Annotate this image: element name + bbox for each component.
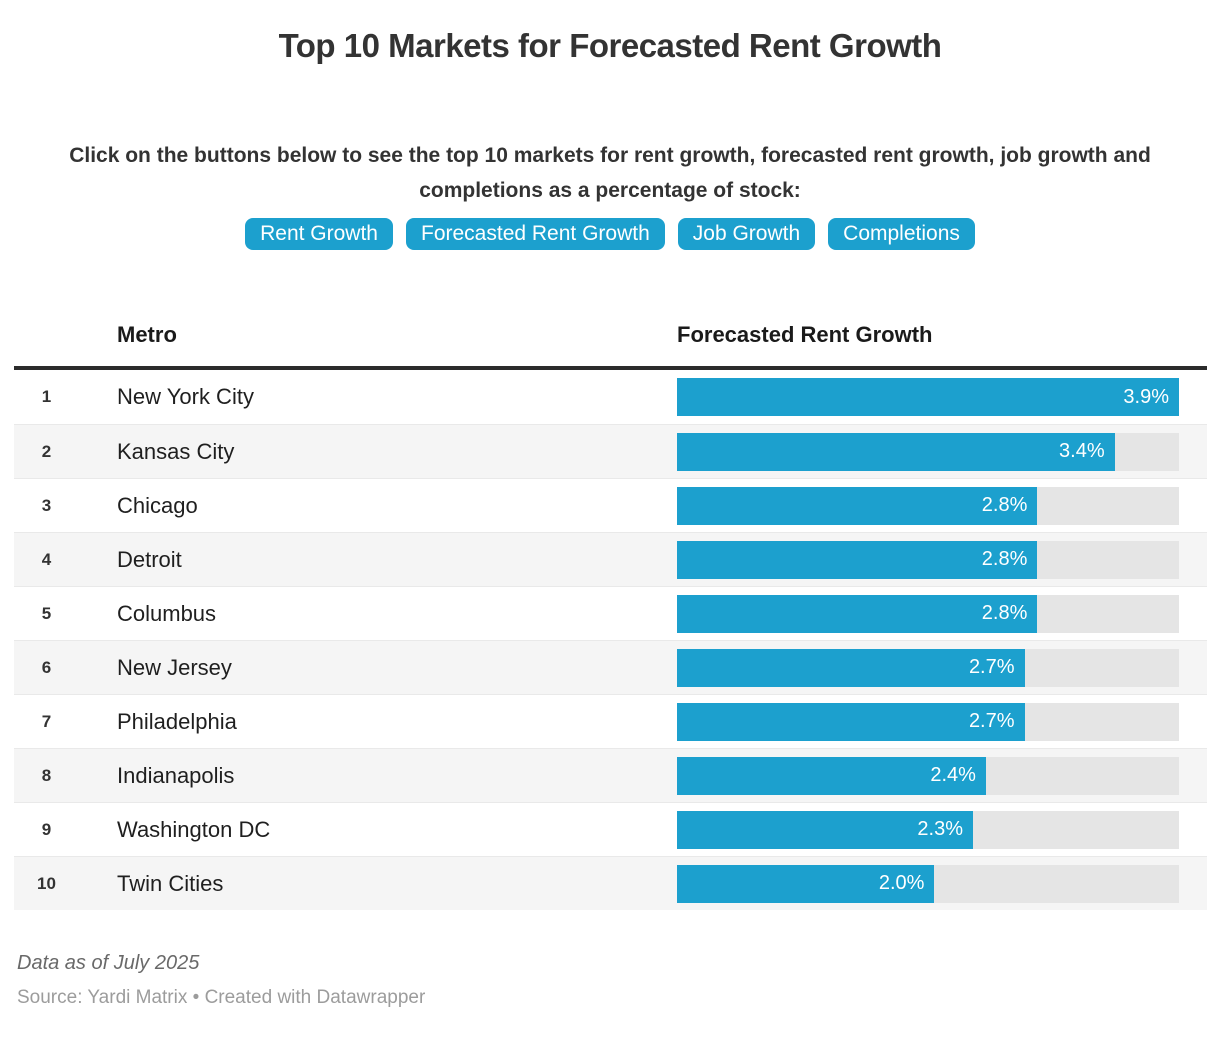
bar-fill: 2.8% (677, 594, 1038, 633)
bar-track: 2.8% (677, 540, 1179, 579)
table-row: 8 Indianapolis 2.4% (14, 748, 1207, 802)
table-row: 6 New Jersey 2.7% (14, 640, 1207, 694)
table-row: 9 Washington DC 2.3% (14, 802, 1207, 856)
bar-value-label: 3.9% (1123, 385, 1169, 408)
bar-cell: 2.0% (677, 864, 1179, 903)
table-row: 2 Kansas City 3.4% (14, 424, 1207, 478)
bar-value-label: 2.0% (878, 872, 925, 894)
metro-cell: Chicago (117, 492, 198, 518)
bar-fill: 2.3% (677, 810, 974, 849)
table-row: 4 Detroit 2.8% (14, 532, 1207, 586)
bar-value-label: 2.7% (968, 710, 1015, 732)
table-row: 10 Twin Cities 2.0% (14, 856, 1207, 910)
button-forecasted-rent-growth[interactable]: Forecasted Rent Growth (406, 218, 665, 250)
bar-track: 2.8% (677, 594, 1179, 633)
metro-cell: Kansas City (117, 438, 235, 464)
column-header-metro: Metro (117, 322, 177, 347)
button-completions[interactable]: Completions (828, 218, 975, 250)
bar-cell: 2.8% (677, 486, 1179, 525)
bar-cell: 2.7% (677, 648, 1179, 687)
metro-cell: Washington DC (117, 816, 271, 842)
metro-cell: Philadelphia (117, 708, 237, 734)
chart-container: Top 10 Markets for Forecasted Rent Growt… (0, 26, 1220, 1009)
bar-track: 2.7% (677, 648, 1179, 687)
table-row: 5 Columbus 2.8% (14, 586, 1207, 640)
bar-track: 2.0% (677, 864, 1179, 903)
bar-cell: 3.9% (677, 378, 1179, 416)
bar-value-label: 2.8% (981, 602, 1028, 624)
table-row: 3 Chicago 2.8% (14, 478, 1207, 532)
bar-fill: 2.8% (677, 486, 1038, 525)
bar-cell: 2.4% (677, 756, 1179, 795)
rank-cell: 9 (41, 819, 52, 839)
metro-cell: Indianapolis (117, 762, 235, 788)
bar-fill: 3.4% (677, 432, 1115, 471)
rank-cell: 8 (41, 765, 52, 785)
rank-cell: 6 (41, 657, 52, 677)
view-buttons: Rent Growth Forecasted Rent Growth Job G… (0, 218, 1220, 250)
bar-fill: 2.7% (677, 702, 1025, 741)
rank-cell: 7 (41, 711, 52, 731)
metro-cell: Columbus (117, 600, 217, 626)
rank-table: Metro Forecasted Rent Growth 1 New York C… (14, 310, 1207, 910)
rank-cell: 5 (41, 603, 52, 623)
rank-cell: 4 (41, 549, 52, 569)
metro-cell: New York City (117, 384, 254, 409)
bar-track: 2.4% (677, 756, 1179, 795)
bar-value-label: 2.4% (930, 764, 976, 786)
chart-title: Top 10 Markets for Forecasted Rent Growt… (278, 27, 942, 64)
bar-fill: 2.4% (677, 756, 986, 795)
bar-cell: 2.8% (677, 540, 1179, 579)
bar-cell: 2.3% (677, 810, 1179, 849)
bar-track: 2.3% (677, 810, 1179, 849)
metro-cell: New Jersey (117, 654, 232, 680)
bar-track: 2.8% (677, 486, 1179, 525)
bar-track: 3.4% (677, 432, 1179, 471)
bar-track: 2.7% (677, 702, 1179, 741)
table-row: 7 Philadelphia 2.7% (14, 694, 1207, 748)
button-job-growth[interactable]: Job Growth (677, 218, 816, 250)
bar-value-label: 3.4% (1059, 440, 1105, 462)
bar-value-label: 2.8% (981, 548, 1028, 570)
bar-fill: 3.9% (677, 378, 1179, 416)
bar-cell: 3.4% (677, 432, 1179, 471)
bar-value-label: 2.3% (917, 818, 964, 840)
rank-cell: 1 (41, 387, 52, 406)
table-body: 1 New York City 3.9% 2 Kansas City 3.4% 3 Chica… (14, 370, 1207, 910)
metro-cell: Detroit (117, 546, 182, 572)
bar-fill: 2.8% (677, 540, 1038, 579)
rank-cell: 3 (41, 495, 52, 515)
bar-value-label: 2.8% (981, 494, 1028, 516)
table-row: 1 New York City 3.9% (14, 370, 1207, 424)
metro-cell: Twin Cities (117, 870, 224, 896)
rank-cell: 2 (41, 441, 52, 461)
bar-cell: 2.7% (677, 702, 1179, 741)
data-note: Data as of July 2025 (17, 952, 200, 974)
table-header-row: Metro Forecasted Rent Growth (14, 310, 1207, 370)
bar-value-label: 2.7% (968, 656, 1015, 678)
bar-track: 3.9% (677, 378, 1179, 416)
bar-fill: 2.0% (677, 864, 935, 903)
column-header-value: Forecasted Rent Growth (677, 322, 933, 347)
rank-cell: 10 (37, 873, 56, 893)
source-line: Source: Yardi Matrix • Created with Data… (17, 987, 426, 1008)
bar-cell: 2.8% (677, 594, 1179, 633)
bar-fill: 2.7% (677, 648, 1025, 687)
chart-subtitle: Click on the buttons below to see the to… (69, 144, 1151, 202)
button-rent-growth[interactable]: Rent Growth (245, 218, 393, 250)
